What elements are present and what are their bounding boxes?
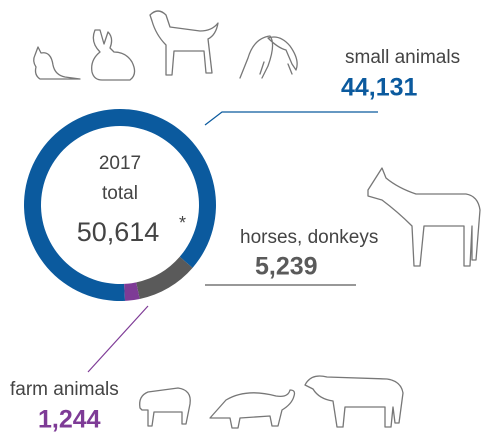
- donut-segment: [136, 256, 193, 299]
- donut-segment: [124, 282, 140, 301]
- leader-line: [87, 305, 149, 373]
- footnote-mark: *: [179, 213, 186, 233]
- value-label: 44,131: [341, 74, 418, 102]
- animal-icons: [33, 10, 481, 429]
- value-label: 5,239: [255, 253, 318, 281]
- value-label: 1,244: [38, 406, 101, 434]
- center-year: 2017: [99, 153, 141, 174]
- leader-line: [204, 111, 378, 126]
- category-label: farm animals: [10, 379, 119, 400]
- category-label: small animals: [345, 47, 460, 68]
- category-label: horses, donkeys: [240, 227, 378, 248]
- center-text: total: [102, 183, 138, 204]
- center-total: 50,614: [77, 217, 160, 247]
